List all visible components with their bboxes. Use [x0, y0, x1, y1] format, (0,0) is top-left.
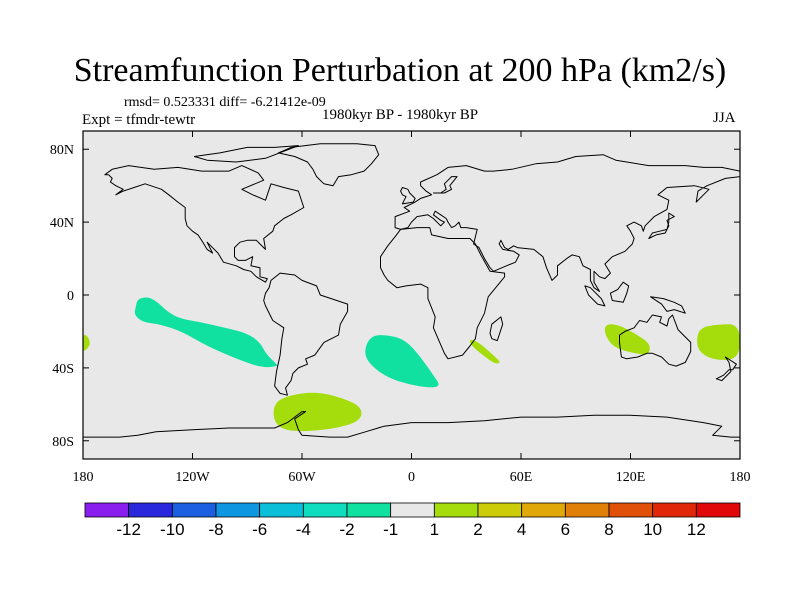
x-tick-label: 120E	[616, 470, 646, 485]
coastline	[380, 227, 506, 360]
coastline	[193, 145, 299, 163]
colorbar-swatch	[171, 502, 217, 518]
colorbar-swatch	[564, 502, 610, 518]
colorbar-label: -12	[116, 520, 141, 539]
anomaly-region	[134, 297, 278, 368]
x-tick-label: 120W	[175, 470, 210, 485]
colorbar-label: 8	[604, 520, 613, 539]
y-tick-label: 80N	[50, 143, 74, 158]
colorbar-swatch	[84, 502, 130, 518]
y-tick-label: 40N	[50, 216, 74, 231]
colorbar-swatch	[302, 502, 348, 518]
anomaly-region	[83, 334, 90, 351]
colorbar-label: 1	[430, 520, 439, 539]
y-tick-label: 80S	[52, 435, 74, 450]
colorbar-swatch	[215, 502, 261, 518]
colorbar-label: 2	[473, 520, 482, 539]
map-background	[83, 131, 740, 459]
colorbar-label: -4	[296, 520, 311, 539]
anomaly-region	[469, 339, 500, 364]
colorbar-swatch	[390, 502, 435, 518]
coastline	[609, 281, 630, 303]
colorbar-swatch	[477, 502, 523, 518]
coastline	[432, 176, 458, 194]
coastline	[619, 314, 692, 367]
colorbar: -12 -10 -8 -6 -4 -2 -1 1 2 4 6 8 10 12	[84, 502, 741, 539]
colorbar-label: -8	[208, 520, 223, 539]
axis-ticks: 180 120W 60W 0 60E 120E 180 80N 40N 0 40S 80S	[50, 131, 751, 485]
coastline	[715, 356, 737, 382]
colorbar-swatch	[652, 502, 697, 518]
anomaly-regions	[83, 297, 740, 432]
colorbar-swatch	[346, 502, 392, 518]
coastline	[104, 165, 305, 283]
colorbar-label: -6	[252, 520, 267, 539]
x-tick-label: 60W	[288, 470, 316, 485]
coastline	[489, 316, 504, 342]
x-tick-label: 60E	[510, 470, 533, 485]
chart-title: Streamfunction Perturbation at 200 hPa (…	[73, 52, 727, 89]
x-tick-label: 180	[730, 470, 751, 485]
colorbar-label: 12	[687, 520, 706, 539]
colorbar-swatch	[695, 502, 741, 518]
x-tick-label: 0	[408, 470, 415, 485]
colorbar-swatch	[433, 502, 479, 518]
coastline	[394, 154, 740, 292]
period-label: 1980kyr BP - 1980kyr BP	[322, 107, 479, 123]
y-tick-label: 40S	[52, 362, 74, 377]
colorbar-swatch	[259, 502, 304, 518]
stats-label: rmsd= 0.523331 diff= -6.21412e-09	[124, 95, 326, 110]
colorbar-label: 6	[561, 520, 570, 539]
colorbar-swatch	[521, 502, 566, 518]
coastline	[650, 296, 686, 314]
colorbar-swatch	[128, 502, 173, 518]
coastline	[83, 411, 740, 459]
y-tick-label: 0	[67, 289, 74, 304]
coastline	[584, 285, 606, 307]
x-tick-label: 180	[73, 470, 94, 485]
anomaly-region	[697, 324, 740, 360]
coastline	[400, 187, 416, 205]
colorbar-label: -2	[339, 520, 354, 539]
coastline	[263, 272, 349, 396]
colorbar-label: -1	[383, 520, 398, 539]
coastlines	[83, 143, 740, 459]
experiment-label: Expt = tfmdr-tewtr	[82, 112, 196, 128]
colorbar-label: 4	[517, 520, 526, 539]
colorbar-label: -10	[160, 520, 185, 539]
colorbar-label: 10	[643, 520, 662, 539]
season-label: JJA	[713, 110, 736, 126]
anomaly-region	[604, 324, 650, 355]
coastline	[648, 212, 675, 239]
colorbar-swatch	[608, 502, 654, 518]
anomaly-region	[365, 335, 439, 388]
coastline	[277, 143, 380, 187]
